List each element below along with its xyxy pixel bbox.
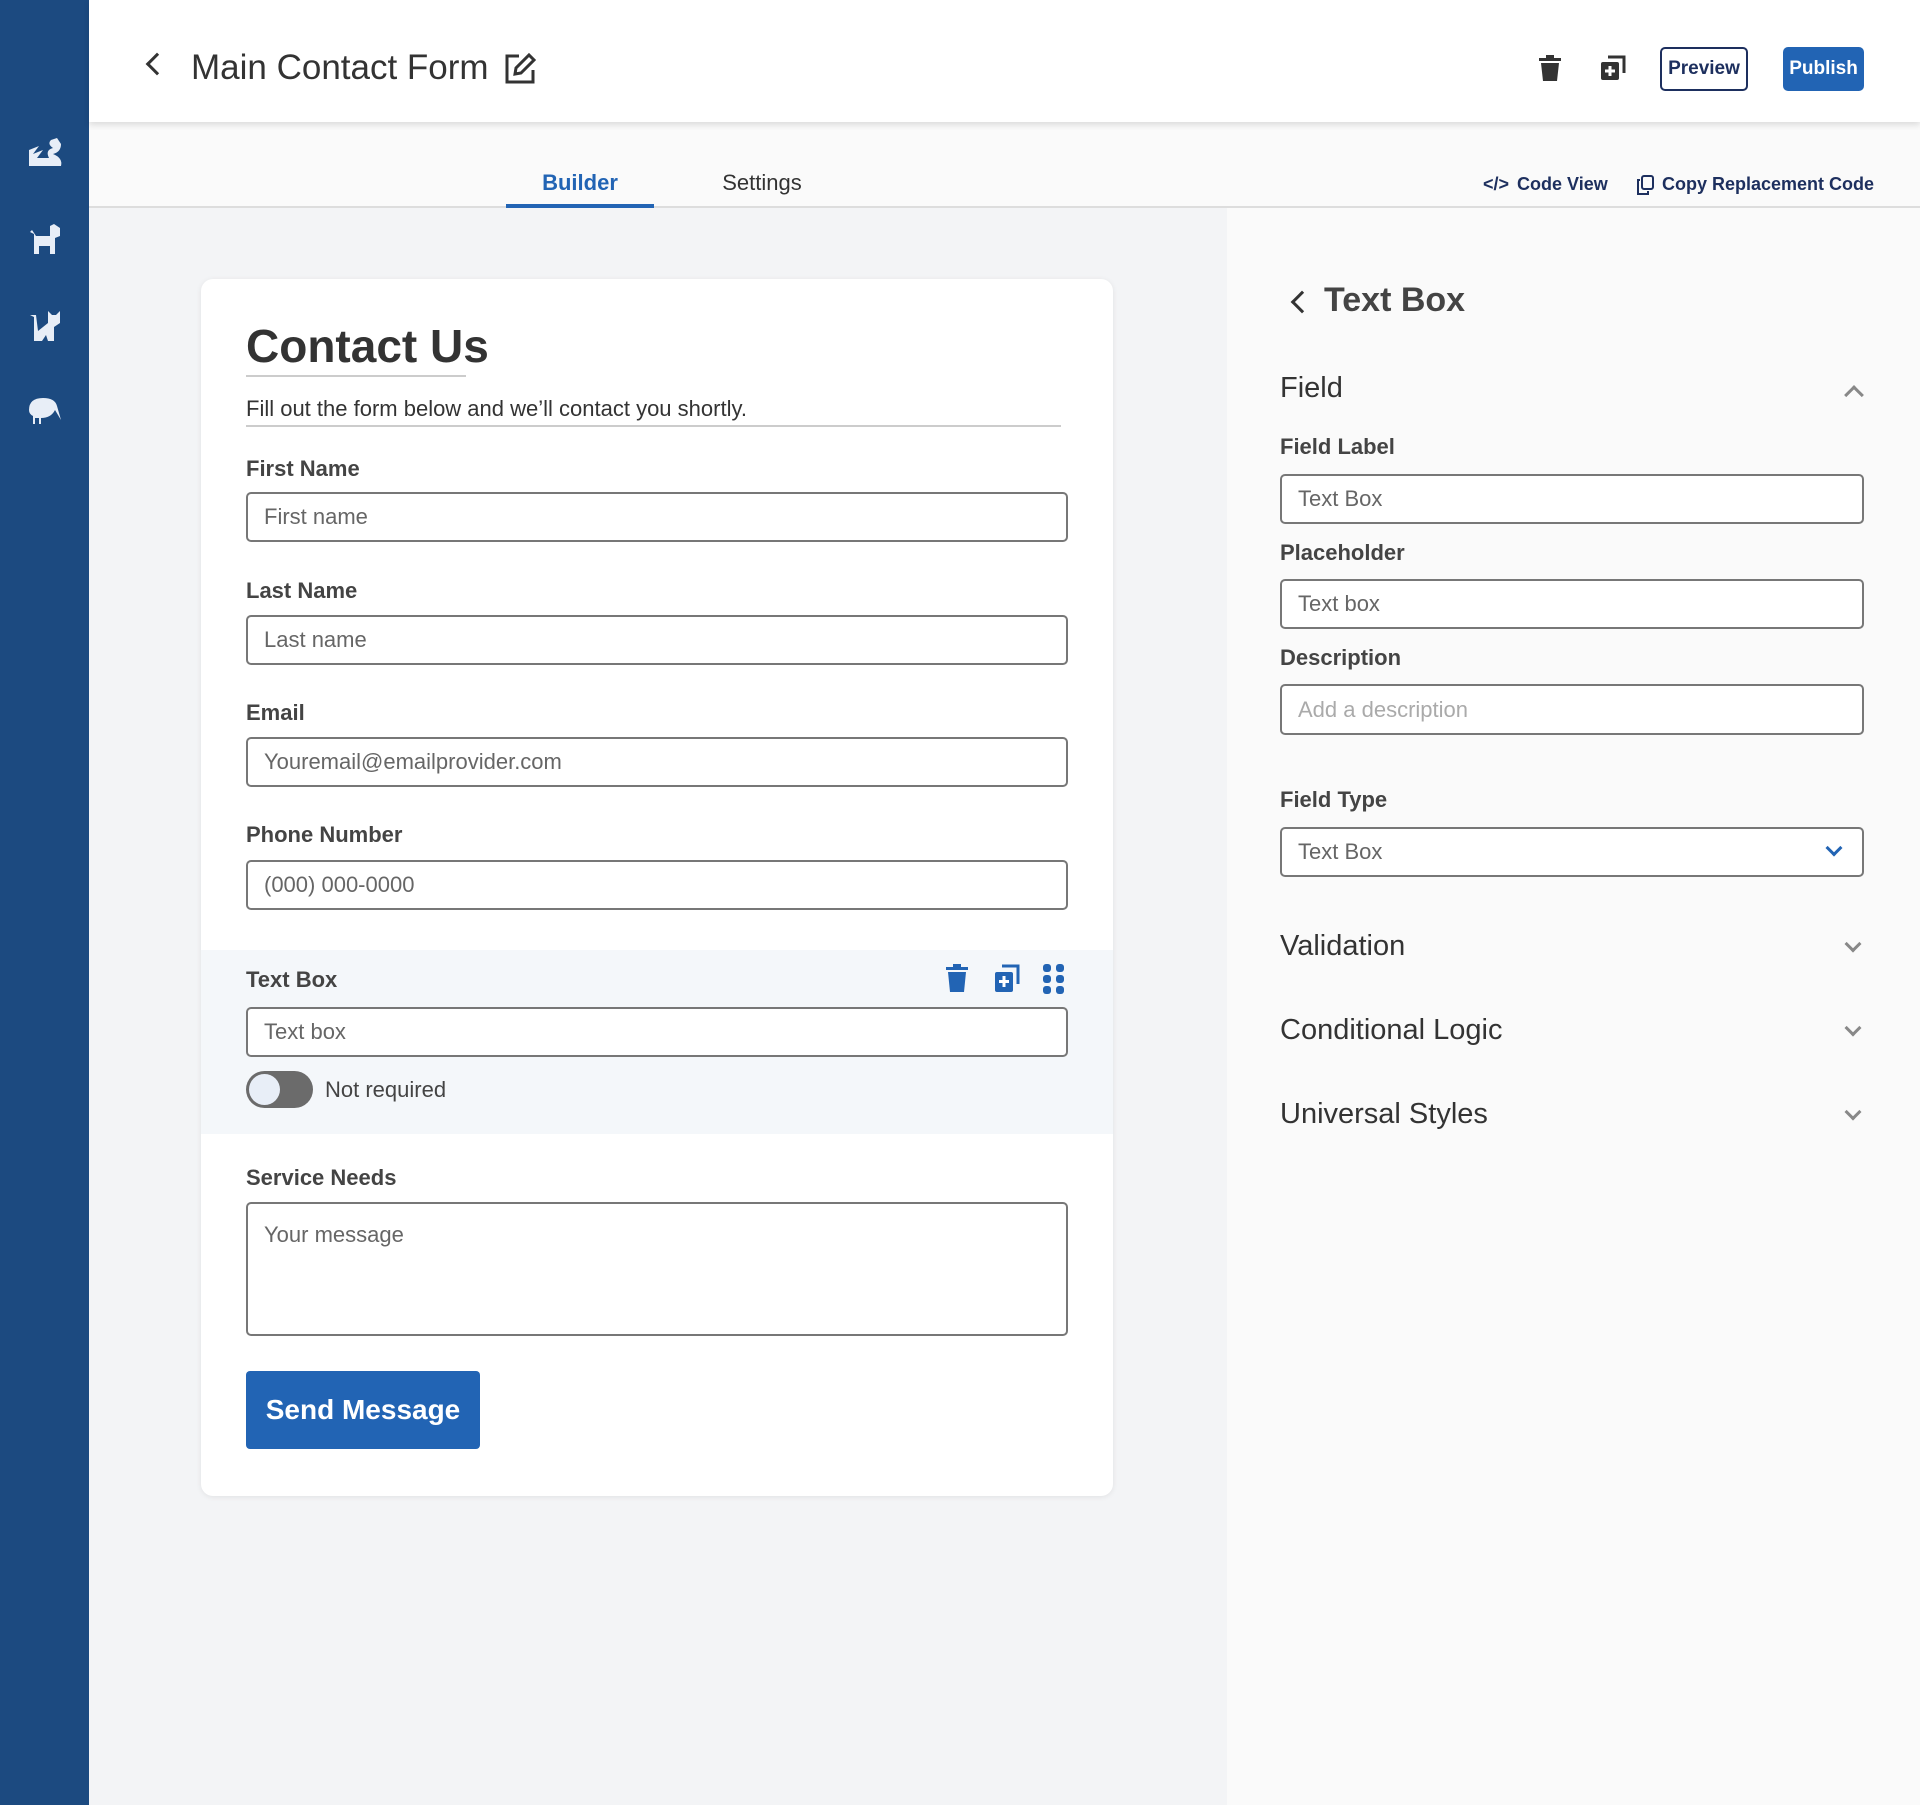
active-tab-indicator bbox=[506, 204, 654, 208]
drag-handle-icon[interactable] bbox=[1043, 964, 1065, 999]
delete-icon[interactable] bbox=[1538, 55, 1562, 86]
delete-field-icon[interactable] bbox=[945, 964, 969, 997]
field-label-input[interactable]: Text Box bbox=[1280, 474, 1864, 524]
edit-icon[interactable] bbox=[503, 52, 537, 91]
code-view-label: Code View bbox=[1517, 174, 1608, 194]
code-view-button[interactable]: </> Code View bbox=[1483, 174, 1608, 195]
field-label-label: Field Label bbox=[1280, 434, 1395, 459]
send-message-button[interactable]: Send Message bbox=[246, 1371, 480, 1449]
placeholder-label: Placeholder bbox=[1280, 540, 1405, 565]
panel-back-icon[interactable] bbox=[1290, 290, 1314, 314]
field-settings-panel: Text Box Field Field Label Text Box Plac… bbox=[1227, 208, 1920, 1805]
toggle-knob bbox=[249, 1074, 280, 1105]
universal-styles-section-header[interactable]: Universal Styles bbox=[1280, 1098, 1488, 1130]
first-name-input[interactable]: First name bbox=[246, 492, 1068, 542]
copy-icon bbox=[1637, 174, 1654, 195]
tab-bar: Builder Settings </> Code View Copy Repla… bbox=[89, 122, 1920, 208]
chevron-up-icon[interactable] bbox=[1844, 385, 1864, 405]
last-name-input[interactable]: Last name bbox=[246, 615, 1068, 665]
text-box-input[interactable]: Text box bbox=[246, 1007, 1068, 1057]
phone-input[interactable]: (000) 000-0000 bbox=[246, 860, 1068, 910]
validation-section-header[interactable]: Validation bbox=[1280, 930, 1406, 962]
phone-label: Phone Number bbox=[246, 822, 403, 847]
form-preview-card: Contact Us Fill out the form below and w… bbox=[201, 279, 1113, 1496]
header: Main Contact Form Preview Publish bbox=[89, 0, 1920, 122]
publish-button[interactable]: Publish bbox=[1783, 47, 1864, 91]
dragon-icon[interactable] bbox=[22, 132, 68, 172]
form-subtitle[interactable]: Fill out the form below and we’ll contac… bbox=[246, 396, 747, 421]
page-title: Main Contact Form bbox=[191, 48, 489, 87]
placeholder-input[interactable]: Text box bbox=[1280, 579, 1864, 629]
email-label: Email bbox=[246, 700, 305, 725]
subtitle-divider bbox=[246, 425, 1061, 427]
email-input[interactable]: Youremail@emailprovider.com bbox=[246, 737, 1068, 787]
service-needs-label: Service Needs bbox=[246, 1165, 397, 1190]
chevron-down-icon bbox=[1825, 839, 1843, 857]
back-icon[interactable] bbox=[145, 52, 169, 76]
cat-icon[interactable] bbox=[22, 306, 68, 346]
chevron-down-icon[interactable] bbox=[1844, 1103, 1862, 1121]
required-label: Not required bbox=[325, 1077, 447, 1102]
text-box-label: Text Box bbox=[246, 967, 338, 992]
kiwi-bird-icon[interactable] bbox=[22, 390, 68, 430]
title-divider bbox=[246, 375, 466, 377]
tab-builder[interactable]: Builder bbox=[542, 170, 618, 195]
preview-button[interactable]: Preview bbox=[1660, 47, 1748, 91]
selected-field-block[interactable]: Text Box Text box Not required bbox=[201, 950, 1113, 1134]
duplicate-icon[interactable] bbox=[1600, 55, 1626, 86]
form-title[interactable]: Contact Us bbox=[246, 320, 489, 372]
sidebar bbox=[0, 0, 89, 1805]
code-icon: </> bbox=[1483, 174, 1510, 194]
description-input[interactable]: Add a description bbox=[1280, 684, 1864, 735]
field-section-header[interactable]: Field bbox=[1280, 372, 1343, 404]
field-type-label: Field Type bbox=[1280, 787, 1388, 812]
conditional-logic-section-header[interactable]: Conditional Logic bbox=[1280, 1014, 1503, 1046]
last-name-label: Last Name bbox=[246, 578, 358, 603]
copy-code-label: Copy Replacement Code bbox=[1662, 174, 1875, 194]
tab-settings[interactable]: Settings bbox=[722, 170, 802, 195]
description-label: Description bbox=[1280, 645, 1402, 670]
first-name-label: First Name bbox=[246, 456, 360, 481]
panel-title: Text Box bbox=[1324, 281, 1466, 319]
copy-replacement-code-button[interactable]: Copy Replacement Code bbox=[1636, 174, 1874, 195]
chevron-down-icon[interactable] bbox=[1844, 935, 1862, 953]
required-toggle[interactable] bbox=[246, 1071, 313, 1108]
dog-icon[interactable] bbox=[22, 219, 68, 259]
duplicate-field-icon[interactable] bbox=[994, 964, 1020, 997]
field-type-select[interactable]: Text Box bbox=[1280, 827, 1864, 877]
service-needs-textarea[interactable]: Your message bbox=[246, 1202, 1068, 1336]
chevron-down-icon[interactable] bbox=[1844, 1019, 1862, 1037]
